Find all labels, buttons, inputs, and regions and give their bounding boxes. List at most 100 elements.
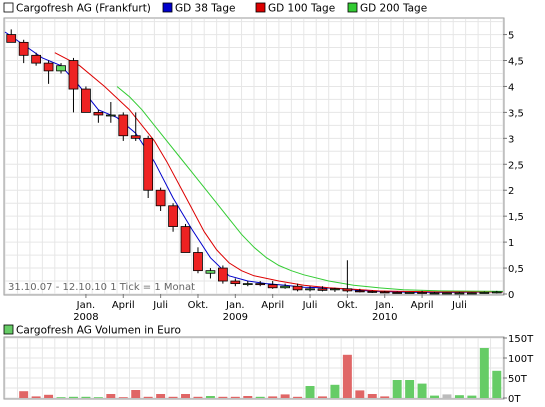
candle bbox=[280, 283, 291, 289]
candle-body bbox=[354, 290, 365, 293]
candle bbox=[242, 281, 253, 287]
candle-body bbox=[118, 114, 129, 137]
y-tick-label: 2,5 bbox=[508, 160, 524, 171]
legend-label: Cargofresh AG Volumen in Euro bbox=[16, 325, 181, 337]
candle bbox=[342, 260, 353, 293]
volume-bar bbox=[255, 396, 265, 398]
x-tick-label: April bbox=[411, 300, 434, 311]
volume-bar bbox=[31, 396, 41, 398]
candle-body bbox=[491, 291, 502, 294]
volume-bar bbox=[44, 394, 54, 398]
candle-body bbox=[43, 62, 54, 72]
candle-body bbox=[6, 34, 17, 43]
volume-bar bbox=[143, 396, 153, 398]
candle-body bbox=[217, 267, 228, 282]
candle-body bbox=[392, 292, 403, 294]
candle bbox=[379, 290, 390, 294]
candle bbox=[205, 268, 216, 279]
candle bbox=[143, 135, 154, 199]
time-range-info: 31.10.07 - 12.10.10 1 Tick = 1 Monat bbox=[8, 282, 195, 293]
volume-bar bbox=[342, 354, 352, 398]
x-tick-label: Jan. bbox=[76, 300, 96, 311]
volume-bar bbox=[367, 394, 377, 398]
x-tick-label: Okt. bbox=[337, 300, 358, 311]
legend-swatch bbox=[3, 324, 14, 335]
x-tick-label: Juli bbox=[451, 300, 467, 311]
volume-bar bbox=[467, 395, 477, 398]
candle-body bbox=[292, 285, 303, 291]
x-tick-year-label: 2010 bbox=[372, 312, 397, 323]
volume-bar bbox=[380, 396, 390, 398]
candle bbox=[292, 283, 303, 292]
volume-bar bbox=[106, 394, 116, 398]
x-tick-label: April bbox=[261, 300, 284, 311]
candle bbox=[193, 247, 203, 274]
volume-bars bbox=[19, 348, 502, 398]
volume-bar bbox=[417, 383, 427, 398]
candle-body bbox=[93, 111, 104, 116]
x-tick-year-label: 2009 bbox=[223, 312, 248, 323]
legend-label: Cargofresh AG (Frankfurt) bbox=[16, 3, 151, 15]
x-tick-label: Juli bbox=[302, 300, 318, 311]
legend-label: GD 100 Tage bbox=[268, 3, 335, 15]
candle bbox=[43, 60, 54, 84]
volume-bar bbox=[492, 370, 502, 398]
x-tick-year-label: 2008 bbox=[73, 312, 98, 323]
candle bbox=[429, 291, 440, 295]
candle bbox=[255, 281, 266, 287]
candle bbox=[454, 291, 465, 295]
volume-bar bbox=[355, 390, 365, 398]
candle bbox=[354, 288, 365, 293]
candle bbox=[31, 52, 42, 66]
candle bbox=[330, 287, 340, 292]
legend-label: GD 38 Tage bbox=[175, 3, 236, 15]
candle-body bbox=[267, 284, 278, 289]
y-tick-label: 4 bbox=[508, 82, 514, 93]
y-tick-label: 1 bbox=[508, 238, 514, 249]
candle-body bbox=[305, 288, 315, 291]
candle bbox=[367, 290, 378, 293]
volume-bar bbox=[168, 396, 178, 398]
volume-bar bbox=[193, 396, 203, 398]
candle bbox=[93, 109, 104, 123]
x-tick-label: Jan. bbox=[374, 300, 394, 311]
candle bbox=[180, 223, 191, 253]
candle bbox=[417, 290, 427, 294]
candle bbox=[230, 278, 241, 287]
candle bbox=[491, 290, 502, 294]
y-tick-label: 100T bbox=[508, 354, 534, 365]
x-tick-label: Okt. bbox=[188, 300, 209, 311]
price-candles bbox=[6, 29, 502, 295]
candle-body bbox=[242, 283, 253, 286]
candle-body bbox=[205, 270, 216, 274]
price-y-axis: 0 0,5 1 1,5 2 2,5 3 3,5 4 4,5 5 bbox=[503, 31, 524, 301]
legend-swatch bbox=[255, 2, 266, 13]
volume-bar bbox=[479, 348, 489, 398]
candle-body bbox=[230, 280, 241, 285]
candle-body bbox=[367, 291, 378, 293]
candle bbox=[155, 187, 166, 211]
candle-body bbox=[56, 65, 66, 72]
volume-bar bbox=[118, 397, 128, 398]
candle-body bbox=[479, 292, 490, 294]
candle-body bbox=[105, 114, 116, 117]
candle-body bbox=[454, 292, 465, 295]
candle bbox=[105, 102, 116, 123]
x-tick-label: April bbox=[112, 300, 135, 311]
candle-body bbox=[81, 88, 91, 113]
candle bbox=[466, 292, 477, 295]
volume-bar bbox=[19, 391, 29, 398]
candle-body bbox=[255, 283, 266, 286]
volume-bar bbox=[243, 396, 253, 398]
candle-body bbox=[18, 41, 29, 56]
y-tick-label: 0 bbox=[508, 290, 514, 301]
candle-body bbox=[342, 288, 353, 292]
candle-body bbox=[31, 54, 42, 64]
y-tick-label: 50T bbox=[508, 374, 528, 385]
price-legend: Cargofresh AG (Frankfurt) GD 38 Tage GD 10… bbox=[3, 2, 427, 15]
y-tick-label: 0,5 bbox=[508, 264, 524, 275]
volume-bar bbox=[205, 396, 215, 398]
candle-body bbox=[193, 252, 203, 272]
volume-bar bbox=[430, 395, 440, 398]
